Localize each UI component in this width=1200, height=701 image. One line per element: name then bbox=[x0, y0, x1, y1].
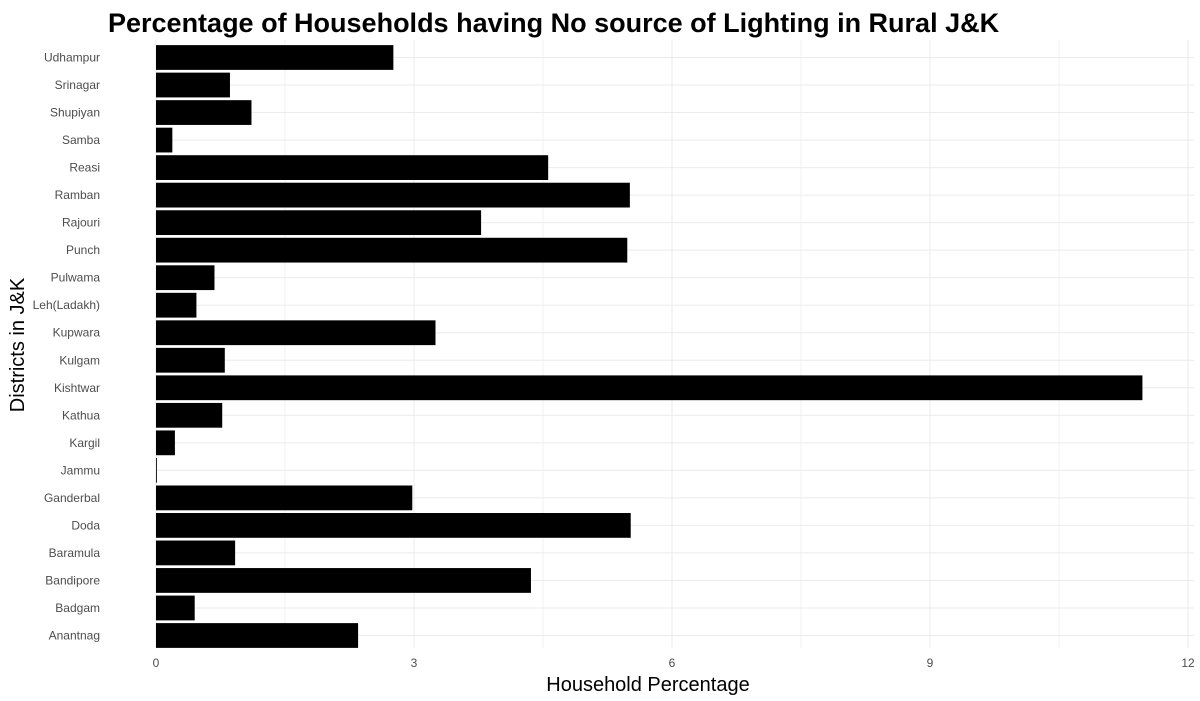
bar-baramula bbox=[156, 540, 236, 566]
y-tick-label: Pulwama bbox=[51, 271, 101, 285]
bar-kathua bbox=[156, 402, 223, 428]
y-tick-label: Kathua bbox=[62, 408, 100, 422]
x-tick-label: 12 bbox=[1181, 656, 1195, 670]
y-tick-label: Rajouri bbox=[62, 216, 100, 230]
bars bbox=[156, 45, 1143, 648]
y-tick-label: Punch bbox=[66, 243, 100, 257]
y-tick-label: Kishtwar bbox=[54, 381, 100, 395]
y-axis-title: Districts in J&K bbox=[7, 277, 29, 412]
x-tick-label: 0 bbox=[153, 656, 160, 670]
x-tick-label: 3 bbox=[411, 656, 418, 670]
bar-reasi bbox=[156, 155, 549, 180]
bar-pulwama bbox=[156, 265, 215, 291]
y-tick-label: Leh(Ladakh) bbox=[33, 298, 100, 312]
y-tick-label: Udhampur bbox=[44, 51, 100, 65]
y-tick-label: Badgam bbox=[55, 601, 100, 615]
y-tick-label: Samba bbox=[62, 133, 100, 147]
bar-kargil bbox=[156, 430, 175, 456]
y-tick-label: Anantnag bbox=[49, 629, 100, 643]
y-tick-label: Doda bbox=[71, 518, 100, 532]
x-axis-title: Household Percentage bbox=[546, 674, 749, 696]
y-tick-label: Baramula bbox=[49, 546, 101, 560]
bar-bandipore bbox=[156, 568, 531, 593]
y-tick-label: Kupwara bbox=[53, 326, 101, 340]
y-tick-label: Ramban bbox=[55, 188, 100, 202]
bar-shupiyan bbox=[156, 100, 252, 125]
bar-rajouri bbox=[156, 210, 482, 236]
y-tick-label: Kargil bbox=[69, 436, 100, 450]
y-tick-label: Jammu bbox=[61, 463, 100, 477]
bar-ramban bbox=[156, 182, 630, 208]
x-tick-label: 6 bbox=[669, 656, 676, 670]
bar-kulgam bbox=[156, 347, 225, 373]
bar-srinagar bbox=[156, 72, 230, 98]
bar-jammu bbox=[156, 457, 157, 483]
y-tick-label: Kulgam bbox=[59, 353, 100, 367]
bar-kupwara bbox=[156, 320, 436, 346]
y-tick-label: Reasi bbox=[69, 161, 100, 175]
bar-udhampur bbox=[156, 45, 394, 70]
y-tick-label: Ganderbal bbox=[44, 491, 100, 505]
bar-anantnag bbox=[156, 623, 359, 648]
bar-doda bbox=[156, 513, 631, 538]
bar-badgam bbox=[156, 595, 195, 621]
bar-ganderbal bbox=[156, 485, 413, 511]
bar-samba bbox=[156, 127, 173, 153]
chart-title: Percentage of Households having No sourc… bbox=[108, 8, 1000, 38]
x-tick-labels: 0 3 6 9 12 bbox=[153, 656, 1195, 670]
y-tick-labels: Anantnag Badgam Bandipore Baramula Doda Gande… bbox=[33, 51, 101, 643]
bar-leh-ladakh- bbox=[156, 292, 197, 318]
bar-punch bbox=[156, 237, 628, 263]
y-tick-label: Srinagar bbox=[55, 78, 100, 92]
y-tick-label: Bandipore bbox=[45, 573, 100, 587]
x-tick-label: 9 bbox=[927, 656, 934, 670]
bar-kishtwar bbox=[156, 375, 1143, 401]
y-tick-label: Shupiyan bbox=[50, 106, 100, 120]
